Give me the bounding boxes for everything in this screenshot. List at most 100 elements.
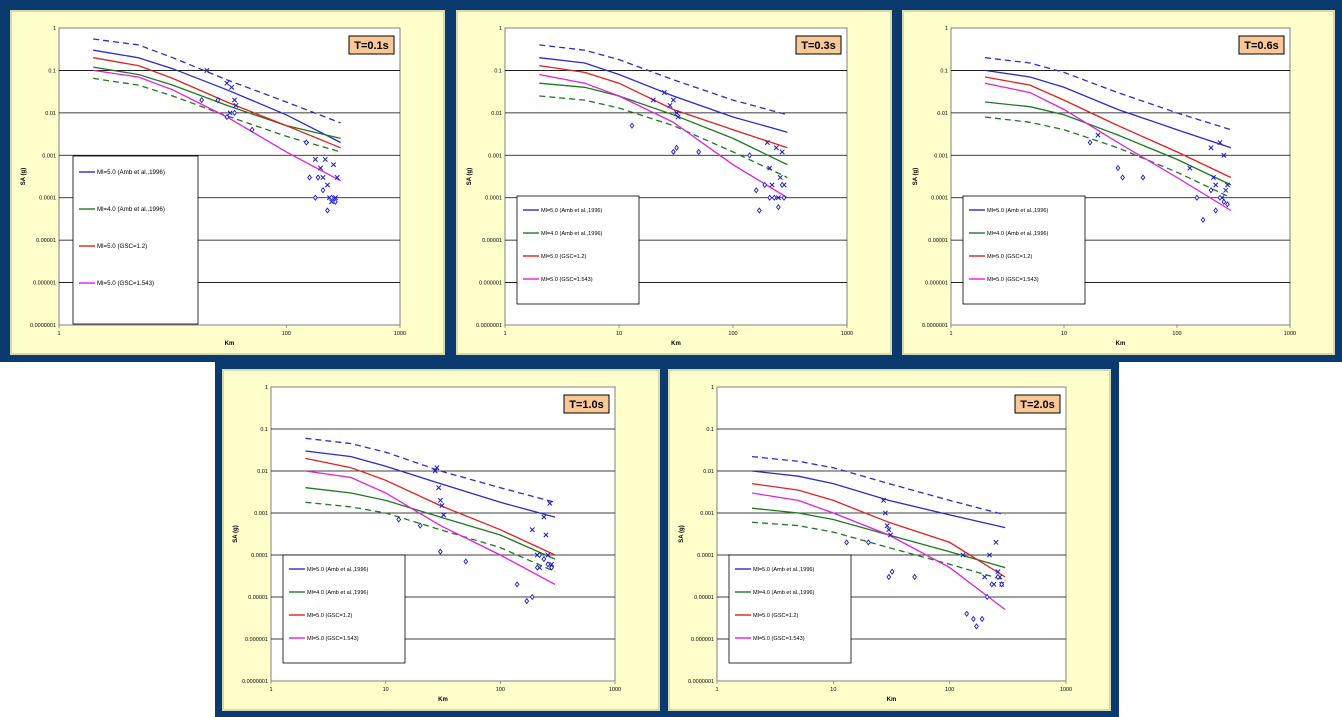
data-point-x [779, 149, 785, 155]
y-axis-label: SA (g) [233, 525, 239, 542]
series-line [539, 64, 788, 149]
data-point-x [529, 527, 535, 533]
data-point-diamond [767, 194, 773, 201]
data-point-diamond [524, 597, 530, 605]
data-point-diamond [629, 122, 635, 129]
y-tick-label: 0.0000001 [476, 323, 502, 329]
y-tick-label: 0.01 [491, 111, 502, 117]
data-point-x [204, 67, 210, 73]
y-tick-label: 0.00001 [694, 595, 714, 601]
data-point-x [436, 485, 442, 491]
data-point-x [986, 552, 993, 558]
data-point-x [547, 500, 553, 506]
x-tick-label: 10 [616, 331, 622, 337]
y-tick-label: 1 [711, 385, 714, 391]
legend-box [516, 195, 640, 305]
data-point-x [1224, 182, 1231, 188]
y-axis-label: SA (g) [467, 168, 473, 185]
chart-svg: 1 0.1 0.01 0.001 0.0001 0.00001 0.000001 0.0000… [21, 26, 406, 347]
data-point-x [960, 552, 966, 558]
series-line [305, 450, 556, 518]
y-axis-label: SA (g) [21, 168, 27, 185]
data-point-x [995, 569, 1001, 575]
x-tick-label: 1000 [1284, 331, 1296, 337]
series-line [305, 470, 556, 585]
y-tick-label: 0.01 [703, 469, 714, 475]
data-point-x [231, 97, 238, 103]
data-point-diamond [199, 96, 205, 104]
data-point-diamond [696, 148, 702, 156]
data-point-diamond [989, 581, 995, 588]
data-point-diamond [303, 139, 309, 146]
data-point-x [775, 195, 781, 201]
y-tick-label: 0.1 [940, 68, 948, 74]
chart-svg: 1 0.1 0.01 0.001 0.0001 0.00001 0.000001 0.0000… [679, 385, 1072, 703]
data-point-diamond [886, 573, 892, 581]
chart-panel-t20: 1 0.1 0.01 0.001 0.0001 0.00001 0.000001 0.0000… [668, 369, 1111, 711]
x-tick-label: 10 [830, 687, 836, 693]
y-axis-label: SA (g) [913, 168, 919, 185]
series-line [93, 77, 341, 153]
period-label-box [348, 35, 395, 55]
data-point-diamond [971, 615, 976, 623]
legend-label: Ml=5.0 (GSC=1.2) [97, 243, 147, 250]
data-point-diamond [747, 152, 753, 159]
data-point-x [993, 539, 999, 545]
data-point-diamond [514, 581, 520, 588]
data-point-x [549, 561, 555, 567]
period-label: T=0.1s [354, 40, 389, 52]
data-point-diamond [312, 194, 318, 201]
chart-svg: 1 0.1 0.01 0.001 0.0001 0.00001 0.000001 0.0000… [233, 385, 621, 703]
y-tick-label: 0.001 [42, 153, 56, 159]
data-point-diamond [417, 522, 423, 529]
y-tick-label: 0.0000001 [30, 323, 56, 329]
data-point-diamond [756, 207, 762, 214]
data-point-diamond [1140, 174, 1146, 181]
data-point-diamond [396, 516, 402, 523]
data-point-x [667, 102, 673, 108]
y-tick-label: 0.000001 [33, 281, 56, 287]
data-point-diamond [889, 568, 895, 575]
data-point-x [982, 574, 988, 580]
series-line [93, 69, 341, 182]
chart-panel-t01: 1 0.1 0.01 0.001 0.0001 0.00001 0.000001 0.0000… [10, 10, 445, 355]
data-point-diamond [1120, 174, 1125, 181]
data-point-x [1221, 152, 1227, 158]
legend-label: Ml=5.0 (GSC=1.543) [97, 280, 154, 287]
data-point-diamond [995, 573, 1001, 581]
data-point-diamond [779, 181, 785, 189]
data-point-x [320, 174, 326, 181]
series-line [93, 49, 341, 144]
data-point-diamond [999, 581, 1005, 588]
y-tick-label: 0.0001 [39, 196, 56, 202]
data-point-diamond [541, 555, 547, 563]
y-tick-label: 0.000001 [245, 637, 268, 643]
y-tick-label: 0.001 [934, 153, 948, 159]
data-point-x [670, 97, 676, 103]
data-point-x [227, 110, 233, 116]
data-point-x [233, 102, 239, 108]
x-tick-label: 1 [715, 687, 718, 693]
x-tick-label: 100 [1172, 331, 1181, 337]
data-point-x [661, 90, 667, 96]
x-tick-label: 100 [282, 331, 291, 337]
data-point-diamond [537, 551, 542, 559]
y-tick-label: 0.01 [45, 111, 56, 117]
data-point-x [650, 97, 656, 103]
y-tick-label: 0.00001 [928, 238, 948, 244]
data-point-diamond [438, 548, 443, 555]
series-line [751, 455, 1006, 516]
data-point-diamond [1225, 201, 1230, 208]
x-tick-label: 1000 [841, 331, 853, 337]
data-point-x [541, 514, 547, 520]
legend-box [728, 554, 852, 664]
data-point-diamond [781, 194, 787, 201]
y-tick-label: 0.001 [254, 511, 268, 517]
data-point-x [1213, 182, 1219, 188]
data-point-diamond [315, 174, 321, 181]
x-axis-label: Km [225, 341, 235, 347]
data-point-diamond [232, 109, 237, 117]
data-point-diamond [224, 113, 230, 121]
x-tick-label: 1 [949, 331, 952, 337]
x-tick-label: 10 [383, 687, 389, 693]
